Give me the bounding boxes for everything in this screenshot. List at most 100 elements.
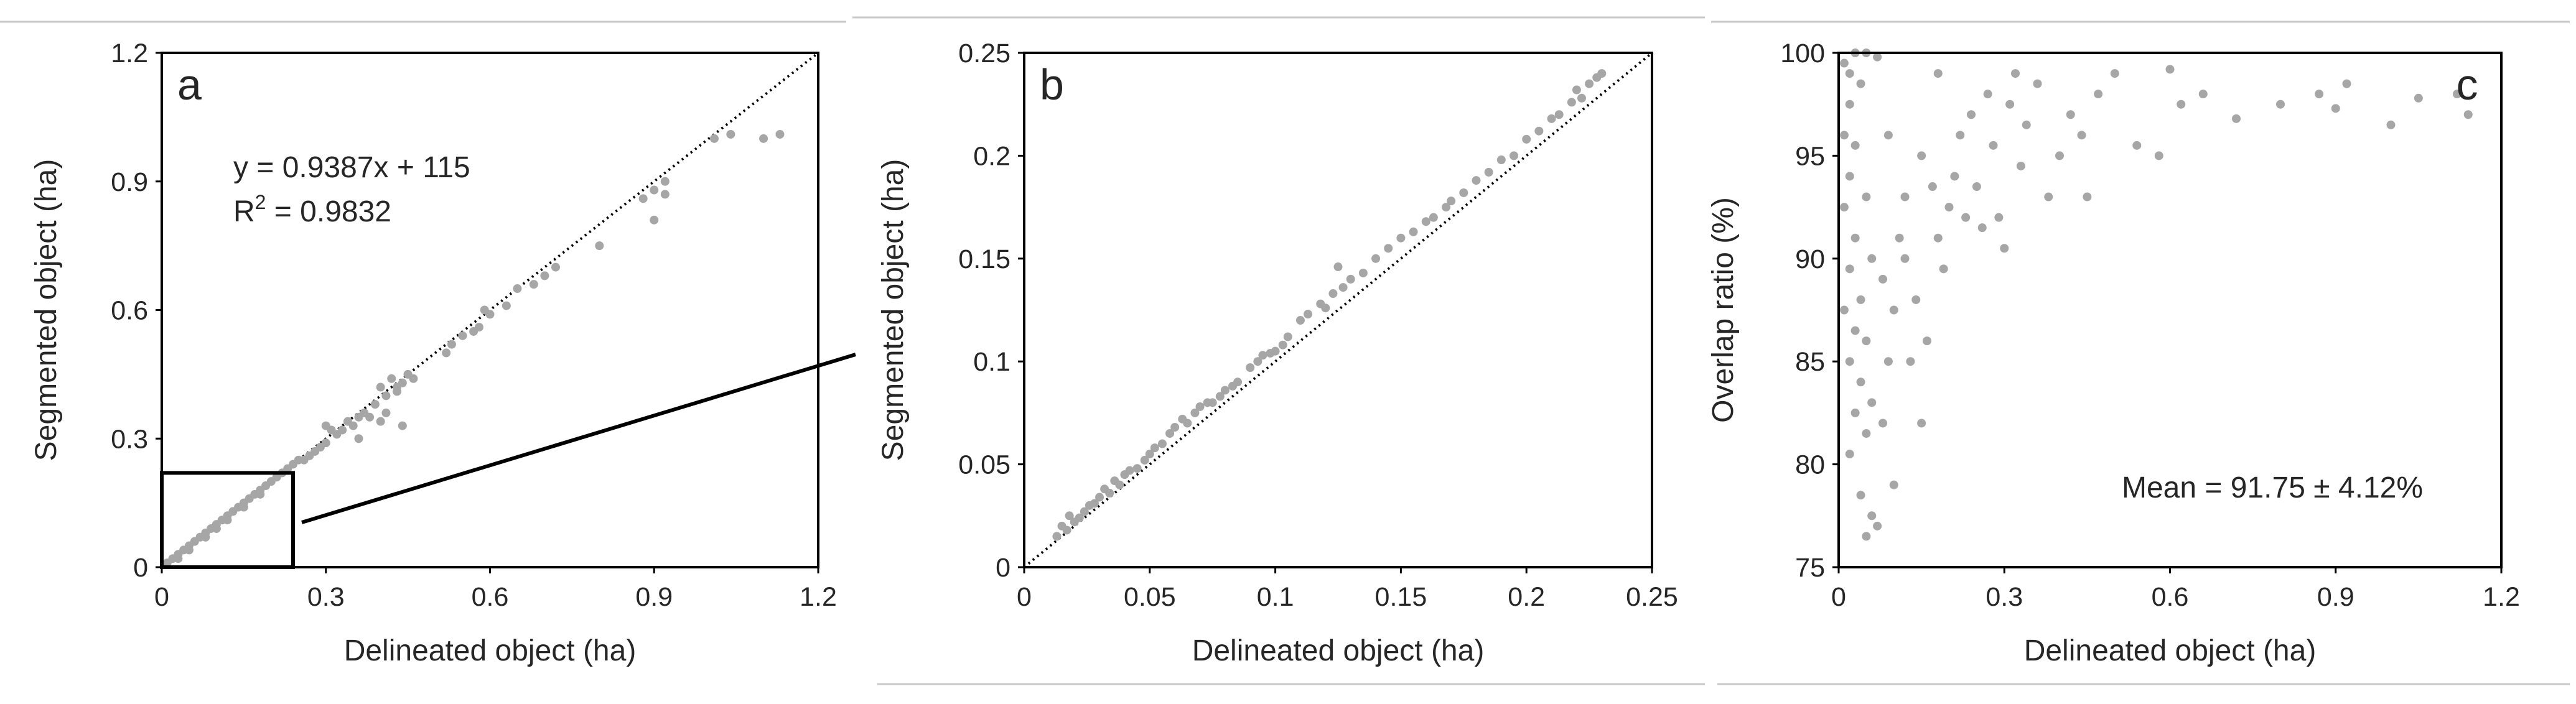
data-point bbox=[1961, 213, 1971, 222]
data-point bbox=[365, 412, 375, 422]
data-point bbox=[2110, 69, 2119, 78]
data-point bbox=[348, 421, 358, 430]
data-point bbox=[1845, 357, 1854, 366]
x-axis-label: Delineated object (ha) bbox=[344, 634, 637, 667]
data-point bbox=[2315, 90, 2324, 99]
data-point bbox=[1873, 52, 1882, 62]
data-point bbox=[1333, 262, 1343, 272]
data-point bbox=[638, 194, 648, 203]
x-tick-label: 0.1 bbox=[1257, 582, 1294, 612]
data-point bbox=[1396, 233, 1406, 243]
data-point bbox=[338, 425, 347, 435]
data-point bbox=[1950, 172, 1959, 181]
data-point bbox=[1246, 363, 1255, 373]
data-point bbox=[1447, 197, 1456, 206]
data-point bbox=[1567, 98, 1576, 107]
data-point bbox=[1346, 274, 1355, 284]
data-point bbox=[1883, 131, 1893, 140]
y-tick-label: 1.2 bbox=[111, 39, 148, 68]
data-point bbox=[381, 408, 391, 417]
data-point bbox=[1295, 316, 1305, 325]
data-point bbox=[1989, 141, 1998, 150]
x-tick-label: 0.25 bbox=[1626, 582, 1678, 612]
data-point bbox=[2132, 141, 2142, 150]
data-point bbox=[1062, 526, 1071, 535]
data-point bbox=[1338, 283, 1348, 292]
data-point bbox=[650, 185, 659, 195]
data-point bbox=[1933, 69, 1943, 78]
data-point bbox=[709, 134, 719, 143]
data-point bbox=[1850, 233, 1860, 243]
chart-panel-a: 0 0.3 0.6 0.9 1.2 0 0.3 0.6 0.9 1.2 Delineated obj… bbox=[30, 39, 856, 667]
data-point bbox=[2094, 90, 2103, 99]
data-point bbox=[2342, 79, 2351, 88]
data-point bbox=[775, 129, 785, 139]
x-tick-label: 0 bbox=[1831, 582, 1846, 612]
data-point bbox=[1862, 192, 1871, 201]
y-tick-label: 0.6 bbox=[111, 296, 148, 326]
x-tick-label: 0 bbox=[1017, 582, 1032, 612]
data-point bbox=[1850, 141, 1860, 150]
data-point bbox=[1429, 213, 1438, 222]
data-point bbox=[1253, 357, 1262, 366]
y-axis-label: Segmented object (ha) bbox=[30, 159, 63, 461]
data-point bbox=[393, 387, 402, 396]
data-point bbox=[1125, 466, 1134, 475]
data-point bbox=[1442, 203, 1451, 212]
data-point bbox=[2033, 79, 2042, 88]
data-point bbox=[354, 434, 363, 443]
data-point bbox=[2198, 90, 2208, 99]
data-point bbox=[1862, 428, 1871, 438]
reference-line-1to1 bbox=[1023, 52, 1653, 568]
r-squared-prefix: R bbox=[233, 195, 255, 228]
data-point bbox=[1845, 69, 1854, 78]
data-point bbox=[1233, 377, 1243, 387]
data-point bbox=[1132, 464, 1142, 473]
data-point bbox=[726, 129, 735, 139]
x-tick-label: 0.15 bbox=[1375, 582, 1427, 612]
data-point bbox=[201, 532, 210, 542]
y-tick-label: 0 bbox=[133, 553, 148, 583]
data-point bbox=[485, 310, 495, 319]
data-point bbox=[1157, 439, 1167, 448]
data-point bbox=[1917, 419, 1926, 428]
data-point bbox=[1994, 213, 2004, 222]
data-point bbox=[1115, 480, 1124, 489]
data-point bbox=[1321, 303, 1330, 313]
data-point bbox=[1895, 233, 1904, 243]
data-point bbox=[2386, 120, 2396, 129]
data-point bbox=[595, 241, 604, 251]
data-point bbox=[1283, 332, 1292, 341]
data-point bbox=[1150, 443, 1159, 453]
data-point bbox=[212, 524, 221, 533]
data-point bbox=[1095, 493, 1104, 502]
regression-equation: y = 0.9387x + 115 bbox=[233, 151, 470, 184]
data-point bbox=[1883, 357, 1893, 366]
data-point bbox=[1459, 188, 1468, 197]
data-point bbox=[1271, 346, 1280, 356]
y-tick-label: 0.1 bbox=[973, 347, 1010, 377]
data-point bbox=[381, 391, 391, 401]
data-point bbox=[1862, 532, 1871, 541]
data-point bbox=[1839, 131, 1849, 140]
data-point bbox=[660, 177, 670, 186]
data-point bbox=[1845, 100, 1854, 109]
data-point bbox=[2000, 244, 2009, 253]
y-tick-label: 0.15 bbox=[958, 244, 1010, 274]
data-point bbox=[1208, 398, 1217, 407]
data-point bbox=[1856, 295, 1865, 304]
inset-zoom-box bbox=[160, 471, 295, 570]
data-point bbox=[1052, 532, 1062, 541]
data-point bbox=[513, 284, 522, 294]
y-tick-label: 90 bbox=[1795, 244, 1825, 274]
data-point bbox=[551, 262, 560, 272]
y-tick-label: 0.05 bbox=[958, 450, 1010, 480]
data-point bbox=[1956, 131, 1965, 140]
x-tick-label: 0.3 bbox=[307, 582, 345, 612]
data-point bbox=[442, 348, 451, 358]
data-point bbox=[1873, 521, 1882, 530]
data-point bbox=[223, 516, 232, 525]
data-point bbox=[1839, 58, 1849, 68]
data-point bbox=[759, 134, 768, 143]
